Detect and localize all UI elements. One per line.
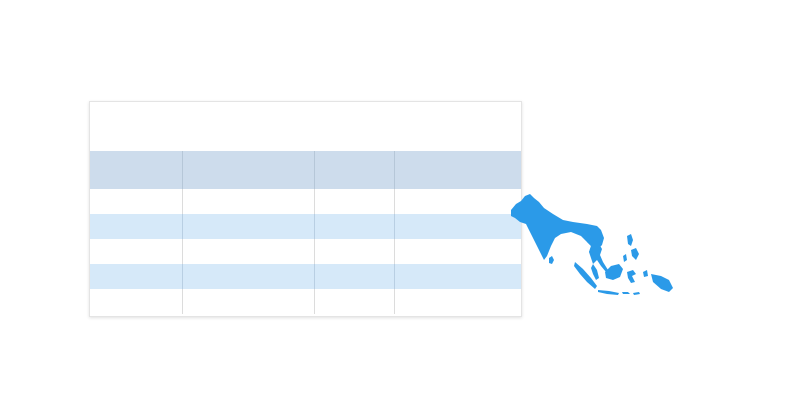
table-row [90, 264, 521, 289]
table-cell [181, 214, 314, 239]
column-header[interactable] [313, 151, 394, 189]
table-cell [393, 289, 521, 314]
table-cell [181, 239, 314, 264]
data-table-card [89, 101, 522, 317]
table-cell [313, 239, 394, 264]
table-cell [313, 264, 394, 289]
table-title [90, 102, 521, 151]
table-cell [393, 239, 521, 264]
table-cell [313, 214, 394, 239]
table-cell [181, 189, 314, 214]
table-row [90, 189, 521, 214]
table-cell [90, 214, 182, 239]
table-cell [90, 264, 182, 289]
column-header[interactable] [181, 151, 314, 189]
table-cell [393, 214, 521, 239]
table-cell [90, 289, 182, 314]
column-header[interactable] [393, 151, 521, 189]
column-header[interactable] [90, 151, 182, 189]
table-cell [181, 264, 314, 289]
table-cell [393, 264, 521, 289]
data-table [90, 151, 521, 314]
table-cell [90, 239, 182, 264]
table-cell [90, 189, 182, 214]
table-cell [313, 189, 394, 214]
table-header-row [90, 151, 521, 189]
table-cell [181, 289, 314, 314]
table-cell [313, 289, 394, 314]
table-cell [393, 189, 521, 214]
table-row [90, 239, 521, 264]
table-row [90, 214, 521, 239]
table-row [90, 289, 521, 314]
south-southeast-asia-map-icon [505, 192, 675, 298]
